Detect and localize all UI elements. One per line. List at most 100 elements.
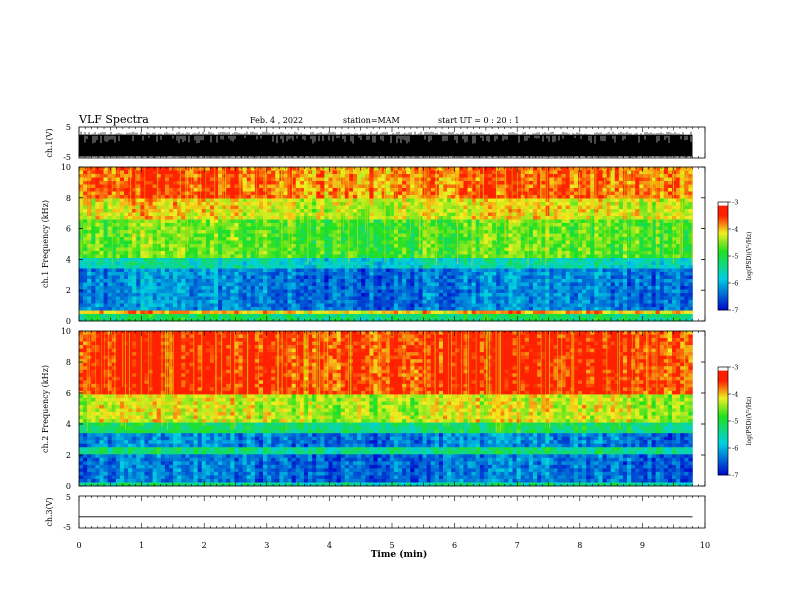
ch1-spectrogram-cell <box>299 244 305 248</box>
ch1-spectrogram-cell <box>283 251 288 255</box>
ch1-spectrogram-cell <box>414 188 419 192</box>
ch1-spectrogram-cell <box>312 195 317 199</box>
ch1-spectrogram-cell <box>381 191 387 196</box>
ch1-spectrogram-cell <box>381 268 387 273</box>
ch1-spectrogram-cell <box>565 223 571 227</box>
ch1-spectrogram-cell <box>434 254 440 259</box>
ch1-spectrogram-cell <box>688 191 693 196</box>
ch1-spectrogram-cell <box>537 177 542 182</box>
ch1-spectrogram-cell <box>586 209 591 213</box>
ch1-spectrogram-cell <box>373 167 378 171</box>
ch1-spectrogram-cell <box>463 181 468 185</box>
ch1-spectrogram-cell <box>291 240 297 245</box>
ch1-spectrogram-cell <box>631 265 636 269</box>
ch1-spectrogram-cell <box>119 244 125 248</box>
ch1-spectrogram-cell <box>279 258 284 262</box>
ch1-spectrogram-cell <box>234 258 239 262</box>
ch1-spectrogram-cell <box>663 237 669 241</box>
ch1-spectrogram-cell <box>422 265 427 269</box>
ch1-spectrogram-cell <box>111 247 117 252</box>
ch1-spectrogram-cell <box>181 268 186 273</box>
ch1-spectrogram-cell <box>418 174 423 178</box>
ch1-spectrogram-cell <box>123 209 129 213</box>
ch1-spectrogram-cell <box>193 237 198 241</box>
ch1-spectrogram-cell <box>483 216 489 220</box>
ch1-spectrogram-cell <box>91 261 96 266</box>
ch1-spectrogram-cell <box>618 174 624 178</box>
ch1-spectrogram-cell <box>398 254 403 259</box>
ch1-spectrogram-cell <box>631 181 636 185</box>
ch1-spectrogram-cell <box>291 226 297 231</box>
ch1-spectrogram-cell <box>205 177 211 182</box>
ch1-spectrogram-cell <box>164 209 170 213</box>
ch1-spectrogram-cell <box>410 251 415 255</box>
ch1-spectrogram-cell <box>524 265 530 269</box>
ch1-spectrogram-cell <box>557 268 562 273</box>
ch1-spectrogram-cell <box>250 195 256 199</box>
ch1-spectrogram-cell <box>136 272 141 276</box>
ch1-spectrogram-cell <box>618 226 624 231</box>
ch1-spectrogram-cell <box>496 181 501 185</box>
ch1-spectrogram-cell <box>246 188 252 192</box>
ch1-spectrogram-cell <box>164 177 170 182</box>
ch1-spectrogram-cell <box>541 258 546 262</box>
ch1-spectrogram-cell <box>639 254 644 259</box>
ch1-spectrogram-cell <box>291 244 297 248</box>
ch1-spectrogram-cell <box>168 174 174 178</box>
ch1-spectrogram-cell <box>271 230 276 234</box>
ch1-spectrogram-cell <box>103 272 108 276</box>
ch1-spectrogram-cell <box>234 184 239 189</box>
ch1-spectrogram-cell <box>663 202 669 206</box>
ch1-spectrogram-cell <box>402 223 407 227</box>
ch1-spectrogram-cell <box>230 265 235 269</box>
ch1-spectrogram-cell <box>418 212 423 217</box>
ch1-spectrogram-cell <box>577 261 583 266</box>
ch1-spectrogram-cell <box>381 177 387 182</box>
ch1-spectrogram-cell <box>647 251 652 255</box>
ch1-spectrogram-cell <box>271 251 276 255</box>
ch1-spectrogram-cell <box>238 195 243 199</box>
ch1-spectrogram-cell <box>275 268 280 273</box>
ch1-spectrogram-cell <box>443 233 448 238</box>
ch1-spectrogram-cell <box>606 205 611 210</box>
ch1-spectrogram-cell <box>320 202 325 206</box>
ch1-spectrogram-cell <box>258 195 264 199</box>
ch1-spectrogram-cell <box>610 244 616 248</box>
ch1-spectrogram-cell <box>332 205 337 210</box>
ch1-spectrogram-cell <box>586 181 591 185</box>
ch1-spectrogram-cell <box>434 188 440 192</box>
ch1-spectrogram-cell <box>643 247 648 252</box>
ch1-spectrogram-cell <box>201 233 207 238</box>
ch1-spectrogram-cell <box>107 233 113 238</box>
ch1-spectrogram-cell <box>144 251 149 255</box>
ch1-spectrogram-cell <box>312 230 317 234</box>
ch1-spectrogram-cell <box>573 212 579 217</box>
ch1-spectrogram-cell <box>672 177 677 182</box>
ch1-spectrogram-cell <box>230 261 235 266</box>
ch1-spectrogram-cell <box>516 230 522 234</box>
ch1-spectrogram-cell <box>156 219 162 224</box>
ch1-spectrogram-cell <box>496 244 501 248</box>
ch1-spectrogram-cell <box>532 170 538 175</box>
ch1-spectrogram-cell <box>594 244 599 248</box>
ch1-spectrogram-cell <box>582 202 587 206</box>
ch1-spectrogram-cell <box>164 254 170 259</box>
ch1-spectrogram-cell <box>594 202 599 206</box>
ch1-spectrogram-cell <box>492 195 497 199</box>
figure-title: VLF Spectra <box>78 113 149 126</box>
ch1-spectrogram-cell <box>230 240 235 245</box>
ch1-spectrogram-cell <box>320 212 325 217</box>
ch1-spectrogram-cell <box>520 167 526 171</box>
ch1-spectrogram-cell <box>361 219 366 224</box>
ch1-spectrogram-cell <box>443 268 448 273</box>
ch1-spectrogram-cell <box>271 170 276 175</box>
ch1-spectrogram-cell <box>528 268 534 273</box>
ch1-spectrogram-cell <box>569 198 575 203</box>
ch1-spectrogram-cell <box>324 237 329 241</box>
ch1-spectrogram-cell <box>451 212 456 217</box>
ch1-spectrogram-cell <box>663 212 669 217</box>
ch1-spectrogram-cell <box>492 198 497 203</box>
ch1-spectrogram-cell <box>209 240 215 245</box>
ch1-spectrogram-cell <box>447 205 452 210</box>
ch1-spectrogram-cell <box>95 223 100 227</box>
